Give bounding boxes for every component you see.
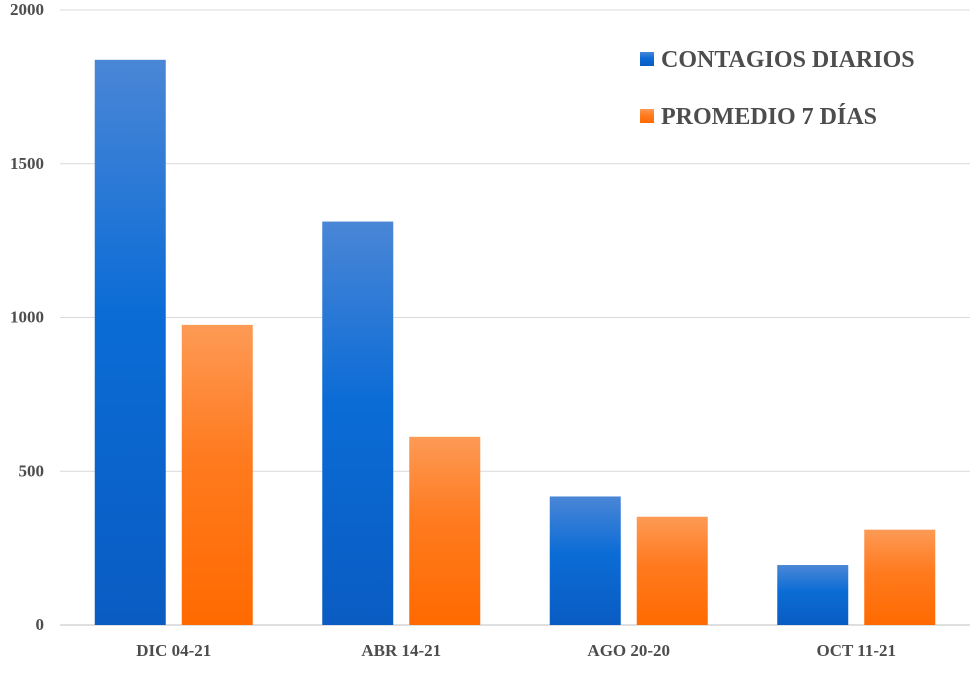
bars: [94, 59, 936, 625]
legend-label: PROMEDIO 7 DÍAS: [661, 104, 877, 130]
y-tick-label: 0: [36, 615, 45, 634]
x-tick-label: DIC 04-21: [136, 641, 211, 660]
x-tick-label: ABR 14-21: [361, 641, 441, 660]
x-tick-label: OCT 11-21: [816, 641, 896, 660]
bar-contagios: [322, 221, 394, 625]
y-tick-label: 1000: [10, 308, 44, 327]
bar-contagios: [777, 565, 849, 625]
bar-promedio: [409, 436, 481, 625]
bar-contagios: [94, 59, 166, 625]
bar-promedio: [181, 324, 253, 625]
bar-promedio: [636, 516, 708, 625]
legend: CONTAGIOS DIARIOS PROMEDIO 7 DÍAS: [640, 47, 915, 130]
legend-swatch: [640, 109, 654, 123]
y-tick-label: 1500: [10, 154, 44, 173]
legend-swatch: [640, 52, 654, 66]
y-tick-label: 2000: [10, 0, 44, 19]
x-tick-label: AGO 20-20: [587, 641, 670, 660]
bar-contagios: [549, 496, 621, 625]
bar-promedio: [864, 529, 936, 625]
legend-label: CONTAGIOS DIARIOS: [661, 47, 915, 73]
y-tick-label: 500: [19, 461, 45, 480]
y-axis: 0 500 1000 1500 2000: [10, 0, 44, 634]
x-axis: DIC 04-21 ABR 14-21 AGO 20-20 OCT 11-21: [136, 641, 896, 660]
